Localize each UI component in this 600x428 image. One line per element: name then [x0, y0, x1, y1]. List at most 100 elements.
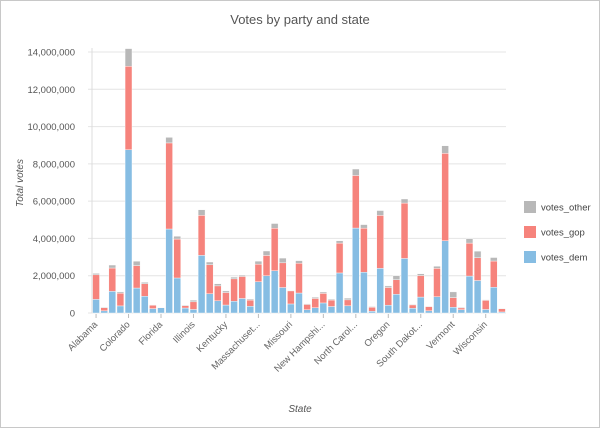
bar-votes-other[interactable] [108, 264, 116, 269]
bar-votes-other[interactable] [449, 291, 457, 298]
bar-votes-gop[interactable] [449, 297, 457, 308]
bar-votes-gop[interactable] [352, 175, 360, 229]
bar-votes-dem[interactable] [482, 309, 490, 314]
bar-votes-dem[interactable] [327, 306, 336, 314]
bar-votes-gop[interactable] [473, 257, 482, 281]
bar-votes-dem[interactable] [384, 304, 392, 314]
bar-votes-other[interactable] [384, 285, 392, 288]
bar-votes-gop[interactable] [132, 265, 141, 289]
bar-votes-other[interactable] [482, 299, 490, 301]
bar-votes-dem[interactable] [246, 306, 254, 314]
bar-votes-dem[interactable] [400, 258, 409, 314]
bar-votes-gop[interactable] [344, 299, 352, 307]
bar-votes-other[interactable] [124, 48, 133, 67]
bar-votes-dem[interactable] [214, 300, 222, 314]
bar-votes-dem[interactable] [254, 281, 263, 314]
bar-votes-dem[interactable] [141, 296, 149, 314]
bar-votes-dem[interactable] [376, 268, 384, 314]
bar-votes-gop[interactable] [270, 227, 279, 271]
bar-votes-gop[interactable] [222, 292, 230, 306]
bar-votes-gop[interactable] [197, 215, 206, 256]
bar-votes-other[interactable] [100, 306, 108, 308]
bar-votes-gop[interactable] [287, 290, 295, 305]
bar-votes-other[interactable] [376, 210, 384, 216]
bar-votes-dem[interactable] [441, 240, 449, 314]
bar-votes-dem[interactable] [392, 294, 401, 314]
bar-votes-dem[interactable] [262, 275, 271, 314]
bar-votes-gop[interactable] [433, 268, 441, 297]
bar-votes-other[interactable] [254, 260, 263, 265]
bar-votes-gop[interactable] [327, 299, 336, 307]
bar-votes-gop[interactable] [165, 142, 173, 230]
bar-votes-dem[interactable] [181, 307, 190, 314]
bar-votes-other[interactable] [417, 273, 425, 276]
bar-votes-other[interactable] [132, 260, 141, 266]
bar-votes-gop[interactable] [360, 227, 368, 273]
bar-votes-dem[interactable] [360, 271, 368, 314]
bar-votes-dem[interactable] [197, 255, 206, 314]
bar-votes-other[interactable] [295, 260, 303, 264]
bar-votes-other[interactable] [433, 266, 441, 269]
bar-votes-dem[interactable] [270, 270, 279, 314]
bar-votes-gop[interactable] [295, 263, 303, 294]
bar-votes-gop[interactable] [376, 215, 384, 269]
bar-votes-gop[interactable] [368, 307, 376, 312]
bar-votes-other[interactable] [368, 306, 376, 308]
bar-votes-gop[interactable] [417, 275, 425, 298]
bar-votes-gop[interactable] [262, 255, 271, 277]
bar-votes-dem[interactable] [124, 149, 133, 314]
legend-item-votes-other[interactable]: votes_other [524, 201, 591, 214]
bar-votes-gop[interactable] [206, 264, 214, 294]
bar-votes-gop[interactable] [392, 279, 401, 295]
bar-votes-other[interactable] [197, 209, 206, 216]
bar-votes-other[interactable] [262, 250, 271, 256]
bar-votes-dem[interactable] [319, 302, 328, 314]
bar-votes-gop[interactable] [408, 304, 417, 309]
legend-item-votes-dem[interactable]: votes_dem [524, 251, 588, 264]
bar-votes-dem[interactable] [132, 287, 141, 314]
bar-votes-dem[interactable] [157, 307, 165, 314]
bar-votes-dem[interactable] [433, 296, 441, 314]
bar-votes-gop[interactable] [319, 293, 328, 304]
bar-votes-gop[interactable] [214, 285, 222, 302]
bar-votes-dem[interactable] [165, 228, 173, 314]
bar-votes-gop[interactable] [116, 292, 125, 307]
bar-votes-other[interactable] [360, 224, 368, 229]
bar-votes-other[interactable] [173, 236, 181, 240]
bar-votes-other[interactable] [189, 299, 198, 303]
bar-votes-other[interactable] [279, 257, 287, 264]
bar-votes-dem[interactable] [457, 309, 466, 314]
bar-votes-dem[interactable] [108, 291, 116, 314]
bar-votes-dem[interactable] [352, 227, 360, 314]
bar-votes-dem[interactable] [173, 277, 181, 314]
bar-votes-gop[interactable] [108, 267, 116, 292]
bar-votes-dem[interactable] [408, 308, 417, 314]
bar-votes-other[interactable] [473, 250, 482, 258]
bar-votes-other[interactable] [408, 304, 417, 306]
bar-votes-gop[interactable] [425, 306, 433, 312]
bar-votes-dem[interactable] [189, 309, 198, 314]
bar-votes-other[interactable] [230, 276, 238, 280]
bar-votes-other[interactable] [400, 198, 409, 204]
bar-votes-other[interactable] [392, 275, 401, 280]
bar-votes-dem[interactable] [100, 310, 108, 314]
bar-votes-gop[interactable] [124, 66, 133, 151]
bar-votes-dem[interactable] [230, 301, 238, 314]
bar-votes-other[interactable] [165, 137, 173, 144]
bar-votes-dem[interactable] [303, 309, 311, 314]
bar-votes-gop[interactable] [490, 260, 498, 288]
bar-votes-other[interactable] [270, 223, 279, 229]
bar-votes-other[interactable] [441, 145, 449, 154]
bar-votes-gop[interactable] [238, 276, 246, 299]
bar-votes-dem[interactable] [368, 311, 376, 314]
bar-votes-dem[interactable] [417, 296, 425, 314]
bar-votes-other[interactable] [465, 238, 474, 244]
bar-votes-other[interactable] [457, 306, 466, 309]
bar-votes-other[interactable] [311, 297, 319, 299]
bar-votes-dem[interactable] [425, 310, 433, 314]
bar-votes-dem[interactable] [238, 298, 246, 314]
bar-votes-gop[interactable] [230, 278, 238, 302]
bar-votes-gop[interactable] [482, 300, 490, 310]
bar-votes-other[interactable] [92, 273, 100, 276]
bar-votes-dem[interactable] [295, 292, 303, 314]
